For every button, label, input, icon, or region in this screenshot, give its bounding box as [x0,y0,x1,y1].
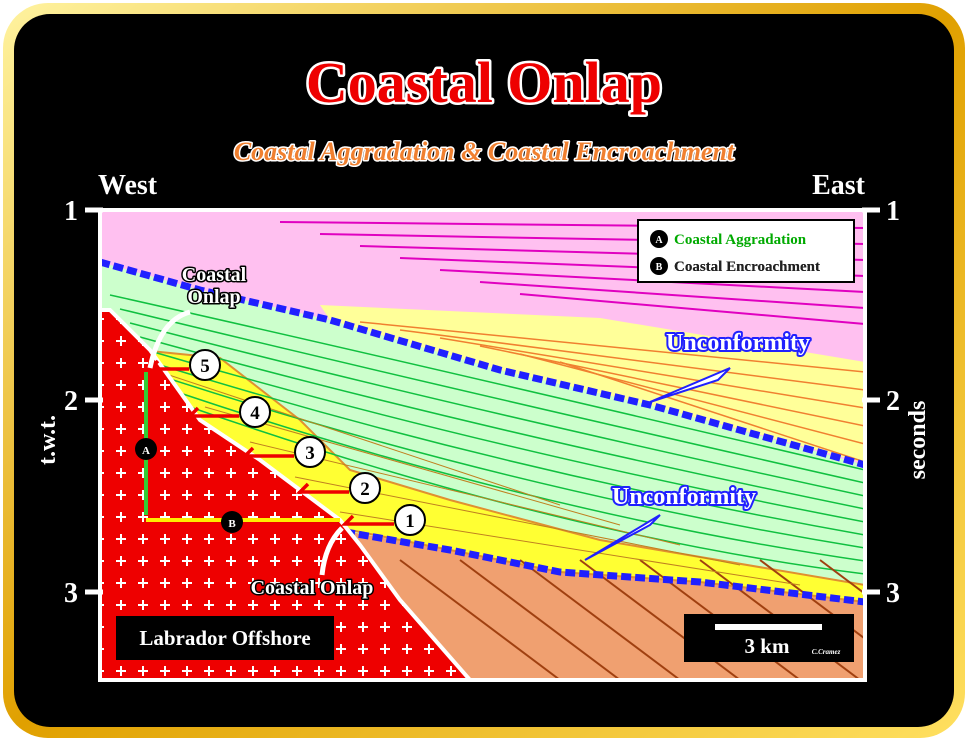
basement [100,308,473,680]
onlap-arrow [340,514,394,526]
orange-stratum [819,559,865,595]
yellow-stratum [439,337,865,409]
wedge-stratum [204,406,621,526]
title: Coastal Onlap [306,50,662,115]
orange-stratum [399,559,561,680]
left-tick: 1 [64,196,78,227]
unconformity-arrow [649,367,731,403]
left-axis-label: t.w.t. [35,415,61,465]
west-label: West [98,170,158,201]
pink-stratum [479,281,865,309]
onlap-pointer [147,309,191,369]
lower-unconformity [344,528,865,606]
legend-label: Coastal Aggradation [674,232,807,248]
step-label: 1 [405,511,415,532]
yellow-stratum [519,353,865,445]
legend-marker: B [656,262,663,273]
green-stratum [109,294,865,471]
yellow-stratum [479,345,865,427]
ticks [85,207,880,595]
marker [221,511,243,533]
green-stratum [139,336,865,510]
marker-label: A [142,445,150,457]
onlap-arrow [240,446,294,458]
onlap-pointer [319,526,344,576]
yellow-stratum [399,329,865,391]
marker-label: B [228,518,236,530]
pink-stratum [519,293,865,325]
step-label: 3 [305,443,315,464]
onlap-label: Coastal Onlap [251,577,374,599]
right-tick: 3 [886,578,900,609]
onlap-arrow [295,482,349,494]
step-circle [294,436,326,468]
step-label: 5 [200,356,210,377]
green-stratum [189,406,865,575]
marker [135,438,157,460]
upper-unconformity [100,258,865,469]
legend-box [637,219,855,283]
green-stratum [149,350,865,523]
east-label: East [812,170,866,201]
right-tick: 2 [886,386,900,417]
right-axis-label: seconds [905,401,931,480]
legend-label: Coastal Encroachment [674,259,820,275]
scale-box [684,614,854,662]
legend: A Coastal Aggradation B Coastal Encroach… [637,219,855,283]
left-tick: 2 [64,386,78,417]
scale-label: 3 km [745,634,790,658]
unconformity-label: Unconformity [666,330,810,356]
green-stratum [119,308,865,484]
location-box [116,616,334,660]
panel-border [98,208,867,682]
onlap-label: Coastal Onlap [182,264,247,308]
step-label: 4 [250,403,260,424]
credit: C.Cramez [812,648,841,656]
step-label: 2 [360,479,370,500]
step-circle [189,349,221,381]
step-circle [394,504,426,536]
green-stratum [159,364,865,536]
right-tick: 1 [886,196,900,227]
yellow-stratum [559,361,865,463]
unconformity-label: Unconformity [612,484,756,510]
location-label: Labrador Offshore [139,626,310,650]
step-circle [239,396,271,428]
green-stratum [129,322,865,497]
orange-stratum [519,559,681,680]
onlap-arrow [185,406,239,418]
orange-stratum [459,559,621,680]
step-circle [349,472,381,504]
left-tick: 3 [64,578,78,609]
unconformity-arrow [584,514,661,561]
wedge-stratum [159,371,561,506]
yellow-stratum [359,321,865,373]
onlap-arrow [145,359,189,371]
legend-marker: A [655,235,663,246]
subtitle: Coastal Aggradation & Coastal Encroachme… [234,137,735,166]
